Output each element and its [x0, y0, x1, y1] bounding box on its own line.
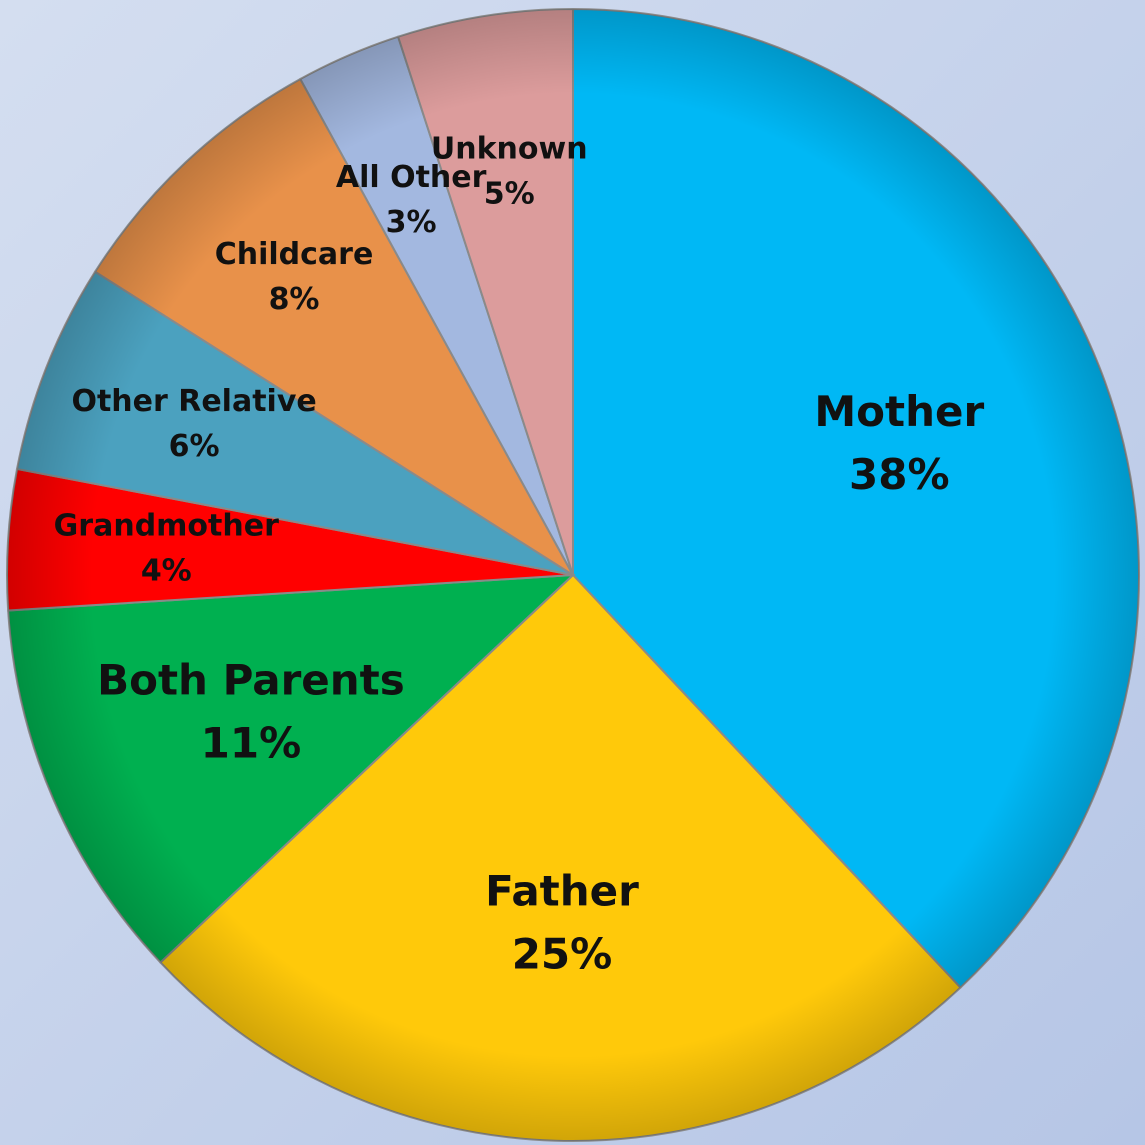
value-label: 5% — [484, 176, 535, 211]
value-label: 3% — [386, 205, 437, 240]
slice-label: Father — [485, 867, 639, 916]
value-label: 6% — [169, 429, 220, 464]
value-label: 4% — [141, 553, 192, 588]
labels: Mother 38% Father 25% Both Parents 11% Grandmo… — [54, 131, 985, 978]
value-label: 38% — [849, 450, 950, 499]
slice-label: Unknown — [431, 131, 588, 166]
slice-label: Childcare — [215, 237, 374, 272]
slice-label: Grandmother — [54, 508, 279, 543]
value-label: 11% — [201, 718, 302, 767]
value-label: 8% — [269, 282, 320, 317]
slice-label: Other Relative — [71, 384, 316, 419]
slice-label: Both Parents — [97, 655, 405, 704]
slice-label: All Other — [336, 160, 487, 195]
slice-label: Mother — [814, 387, 984, 436]
value-label: 25% — [512, 930, 613, 979]
